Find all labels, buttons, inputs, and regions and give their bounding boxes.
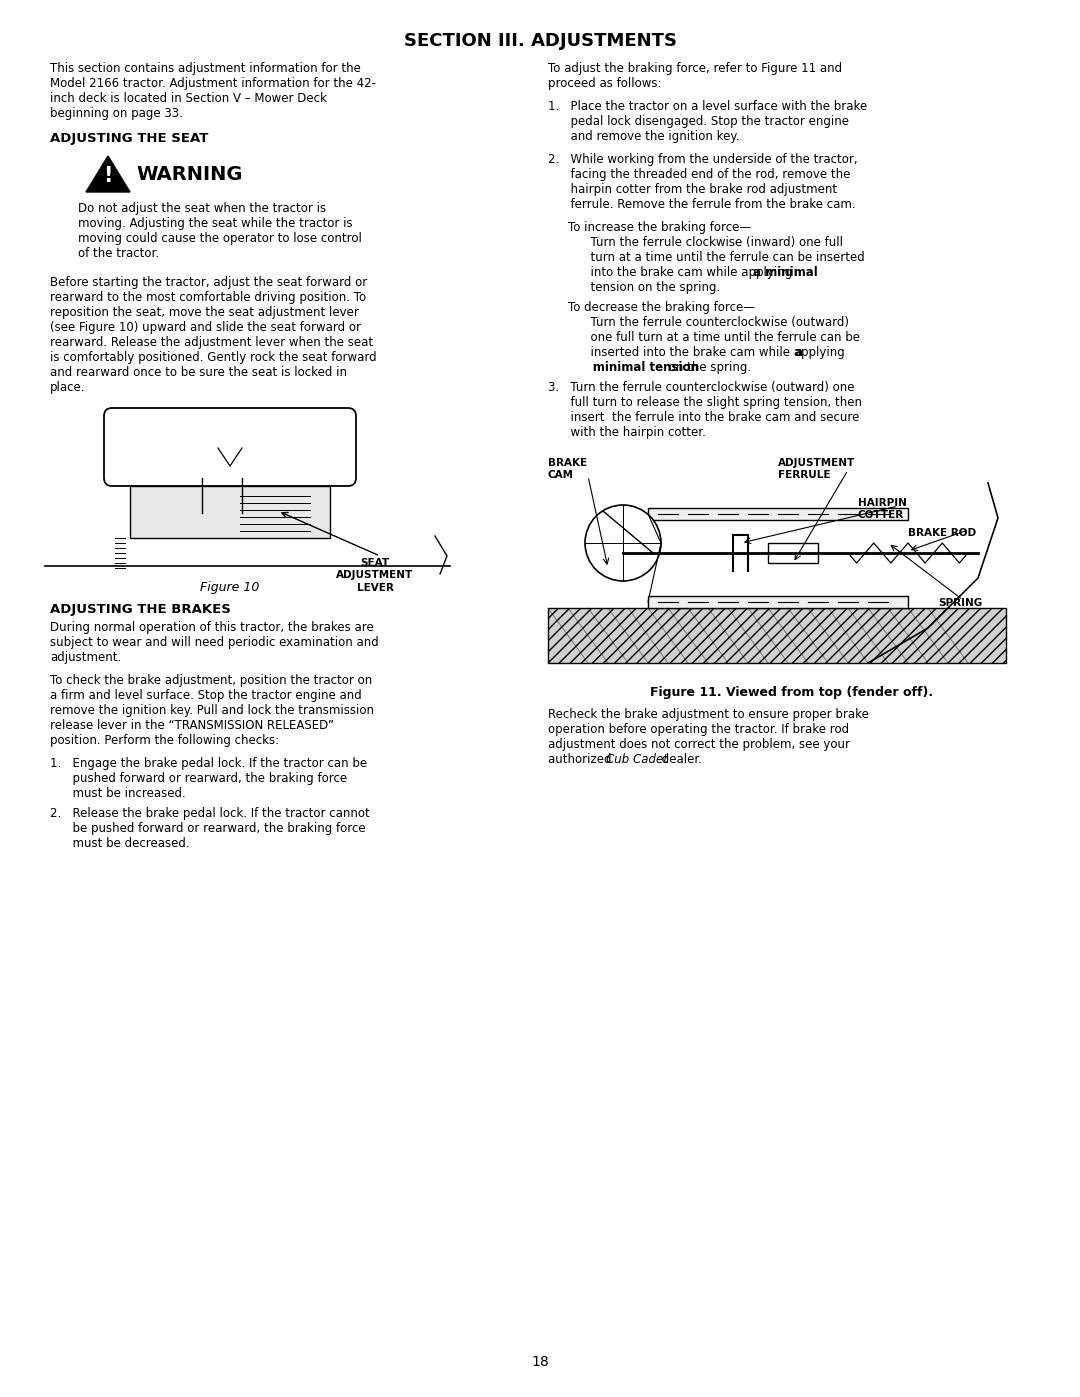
Text: WARNING: WARNING bbox=[136, 165, 243, 183]
Text: Figure 10: Figure 10 bbox=[200, 581, 259, 594]
Text: Model 2166 tractor. Adjustment information for the 42-: Model 2166 tractor. Adjustment informati… bbox=[50, 77, 376, 89]
Bar bbox=[130, 486, 330, 538]
Text: Cub Cadet: Cub Cadet bbox=[606, 753, 667, 766]
Text: moving. Adjusting the seat while the tractor is: moving. Adjusting the seat while the tra… bbox=[78, 217, 353, 231]
Text: be pushed forward or rearward, the braking force: be pushed forward or rearward, the braki… bbox=[50, 821, 366, 835]
Text: inch deck is located in Section V – Mower Deck: inch deck is located in Section V – Mowe… bbox=[50, 92, 327, 105]
Bar bbox=[648, 597, 908, 608]
Text: inserted into the brake cam while applying: inserted into the brake cam while applyi… bbox=[568, 346, 849, 359]
Text: subject to wear and will need periodic examination and: subject to wear and will need periodic e… bbox=[50, 636, 379, 650]
Bar bbox=[648, 509, 908, 520]
Text: must be decreased.: must be decreased. bbox=[50, 837, 190, 849]
Text: and remove the ignition key.: and remove the ignition key. bbox=[548, 130, 740, 142]
Text: ADJUSTING THE BRAKES: ADJUSTING THE BRAKES bbox=[50, 604, 231, 616]
Text: and rearward once to be sure the seat is locked in: and rearward once to be sure the seat is… bbox=[50, 366, 347, 379]
Text: !: ! bbox=[104, 166, 112, 186]
Text: To decrease the braking force—: To decrease the braking force— bbox=[568, 300, 755, 314]
Text: SEAT
ADJUSTMENT
LEVER: SEAT ADJUSTMENT LEVER bbox=[336, 557, 414, 592]
Text: authorized: authorized bbox=[548, 753, 616, 766]
Text: minimal tension: minimal tension bbox=[568, 360, 699, 374]
Text: SECTION III. ADJUSTMENTS: SECTION III. ADJUSTMENTS bbox=[404, 32, 676, 50]
Text: rearward to the most comfortable driving position. To: rearward to the most comfortable driving… bbox=[50, 291, 366, 305]
FancyBboxPatch shape bbox=[104, 408, 356, 486]
Text: Turn the ferrule counterclockwise (outward): Turn the ferrule counterclockwise (outwa… bbox=[568, 316, 849, 330]
Bar bbox=[548, 608, 1005, 664]
Text: adjustment.: adjustment. bbox=[50, 651, 121, 664]
Text: one full turn at a time until the ferrule can be: one full turn at a time until the ferrul… bbox=[568, 331, 860, 344]
Text: To check the brake adjustment, position the tractor on: To check the brake adjustment, position … bbox=[50, 673, 373, 687]
Text: Recheck the brake adjustment to ensure proper brake: Recheck the brake adjustment to ensure p… bbox=[548, 708, 869, 721]
Text: HAIRPIN
COTTER: HAIRPIN COTTER bbox=[858, 497, 907, 521]
Text: ferrule. Remove the ferrule from the brake cam.: ferrule. Remove the ferrule from the bra… bbox=[548, 198, 855, 211]
Text: place.: place. bbox=[50, 381, 85, 394]
Text: turn at a time until the ferrule can be inserted: turn at a time until the ferrule can be … bbox=[568, 251, 865, 264]
Text: release lever in the “TRANSMISSION RELEASED”: release lever in the “TRANSMISSION RELEA… bbox=[50, 719, 334, 732]
Text: Do not adjust the seat when the tractor is: Do not adjust the seat when the tractor … bbox=[78, 203, 326, 215]
Text: Before starting the tractor, adjust the seat forward or: Before starting the tractor, adjust the … bbox=[50, 277, 367, 289]
Text: 2.   While working from the underside of the tractor,: 2. While working from the underside of t… bbox=[548, 154, 858, 166]
Polygon shape bbox=[86, 156, 130, 191]
Text: on the spring.: on the spring. bbox=[665, 360, 752, 374]
Text: Turn the ferrule clockwise (inward) one full: Turn the ferrule clockwise (inward) one … bbox=[568, 236, 843, 249]
Text: facing the threaded end of the rod, remove the: facing the threaded end of the rod, remo… bbox=[548, 168, 850, 182]
Text: is comfortably positioned. Gently rock the seat forward: is comfortably positioned. Gently rock t… bbox=[50, 351, 377, 365]
Text: SPRING: SPRING bbox=[939, 598, 982, 608]
Text: with the hairpin cotter.: with the hairpin cotter. bbox=[548, 426, 706, 439]
Text: hairpin cotter from the brake rod adjustment: hairpin cotter from the brake rod adjust… bbox=[548, 183, 837, 196]
Text: Figure 11. Viewed from top (fender off).: Figure 11. Viewed from top (fender off). bbox=[650, 686, 933, 698]
Bar bbox=[543, 453, 1031, 678]
Text: adjustment does not correct the problem, see your: adjustment does not correct the problem,… bbox=[548, 738, 850, 752]
Text: must be increased.: must be increased. bbox=[50, 787, 186, 800]
Text: (see Figure 10) upward and slide the seat forward or: (see Figure 10) upward and slide the sea… bbox=[50, 321, 361, 334]
Text: To increase the braking force—: To increase the braking force— bbox=[568, 221, 751, 235]
Text: 1.   Engage the brake pedal lock. If the tractor can be: 1. Engage the brake pedal lock. If the t… bbox=[50, 757, 367, 770]
Text: pedal lock disengaged. Stop the tractor engine: pedal lock disengaged. Stop the tractor … bbox=[548, 115, 849, 129]
Text: rearward. Release the adjustment lever when the seat: rearward. Release the adjustment lever w… bbox=[50, 337, 373, 349]
Text: 2.   Release the brake pedal lock. If the tractor cannot: 2. Release the brake pedal lock. If the … bbox=[50, 807, 369, 820]
Text: 18: 18 bbox=[531, 1355, 549, 1369]
Bar bbox=[768, 543, 818, 563]
Text: moving could cause the operator to lose control: moving could cause the operator to lose … bbox=[78, 232, 362, 244]
Text: position. Perform the following checks:: position. Perform the following checks: bbox=[50, 733, 279, 747]
Text: pushed forward or rearward, the braking force: pushed forward or rearward, the braking … bbox=[50, 773, 347, 785]
Text: BRAKE
CAM: BRAKE CAM bbox=[548, 458, 588, 481]
Text: operation before operating the tractor. If brake rod: operation before operating the tractor. … bbox=[548, 724, 849, 736]
Text: a: a bbox=[795, 346, 802, 359]
Text: ADJUSTING THE SEAT: ADJUSTING THE SEAT bbox=[50, 131, 208, 145]
Text: BRAKE ROD: BRAKE ROD bbox=[908, 528, 976, 538]
Text: insert  the ferrule into the brake cam and secure: insert the ferrule into the brake cam an… bbox=[548, 411, 860, 425]
Text: beginning on page 33.: beginning on page 33. bbox=[50, 108, 183, 120]
Text: dealer.: dealer. bbox=[658, 753, 702, 766]
Text: proceed as follows:: proceed as follows: bbox=[548, 77, 661, 89]
Text: 1.   Place the tractor on a level surface with the brake: 1. Place the tractor on a level surface … bbox=[548, 101, 867, 113]
Circle shape bbox=[585, 504, 661, 581]
Text: To adjust the braking force, refer to Figure 11 and: To adjust the braking force, refer to Fi… bbox=[548, 61, 842, 75]
Text: tension on the spring.: tension on the spring. bbox=[568, 281, 720, 293]
Text: into the brake cam while applying: into the brake cam while applying bbox=[568, 265, 796, 279]
Text: a firm and level surface. Stop the tractor engine and: a firm and level surface. Stop the tract… bbox=[50, 689, 362, 703]
Text: ADJUSTMENT
FERRULE: ADJUSTMENT FERRULE bbox=[778, 458, 855, 481]
Text: a minimal: a minimal bbox=[753, 265, 818, 279]
Text: During normal operation of this tractor, the brakes are: During normal operation of this tractor,… bbox=[50, 622, 374, 634]
Text: 3.   Turn the ferrule counterclockwise (outward) one: 3. Turn the ferrule counterclockwise (ou… bbox=[548, 381, 854, 394]
Text: remove the ignition key. Pull and lock the transmission: remove the ignition key. Pull and lock t… bbox=[50, 704, 374, 717]
Text: of the tractor.: of the tractor. bbox=[78, 247, 159, 260]
Text: This section contains adjustment information for the: This section contains adjustment informa… bbox=[50, 61, 361, 75]
Text: full turn to release the slight spring tension, then: full turn to release the slight spring t… bbox=[548, 395, 862, 409]
Text: reposition the seat, move the seat adjustment lever: reposition the seat, move the seat adjus… bbox=[50, 306, 359, 319]
